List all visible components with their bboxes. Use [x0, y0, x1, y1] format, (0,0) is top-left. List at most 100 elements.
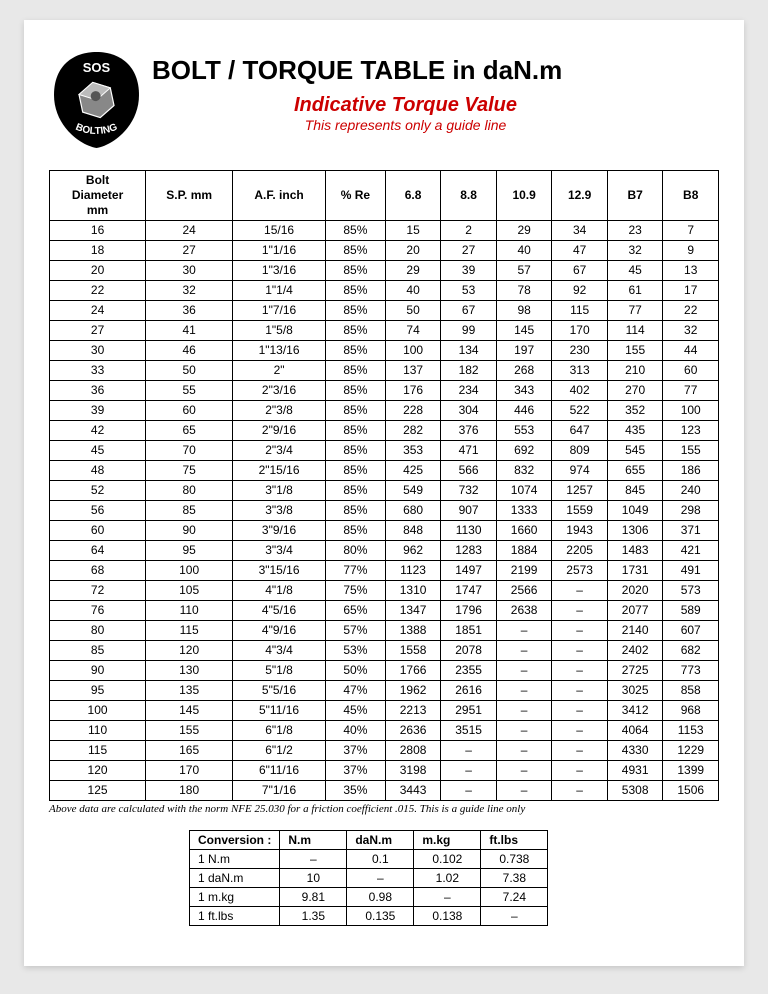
- table-cell: 1497: [441, 561, 497, 581]
- table-cell: 974: [552, 461, 608, 481]
- table-cell: 1483: [607, 541, 663, 561]
- table-cell: 3"3/4: [233, 541, 326, 561]
- table-cell: 1283: [441, 541, 497, 561]
- table-cell: 36: [50, 381, 146, 401]
- table-cell: 115: [146, 621, 233, 641]
- table-cell: 270: [607, 381, 663, 401]
- table-cell: 2: [441, 221, 497, 241]
- table-cell: 2213: [385, 701, 441, 721]
- table-cell: 2402: [607, 641, 663, 661]
- table-cell: 1"1/4: [233, 281, 326, 301]
- table-cell: –: [441, 761, 497, 781]
- table-cell: 27: [441, 241, 497, 261]
- table-cell: 100: [50, 701, 146, 721]
- table-cell: 1306: [607, 521, 663, 541]
- table-cell: 186: [663, 461, 719, 481]
- table-cell: 1851: [441, 621, 497, 641]
- table-cell: 3"1/8: [233, 481, 326, 501]
- table-row: 681003"15/1677%11231497219925731731491: [50, 561, 719, 581]
- table-row: 39602"3/885%228304446522352100: [50, 401, 719, 421]
- table-cell: 85: [50, 641, 146, 661]
- table-cell: 16: [50, 221, 146, 241]
- table-cell: 962: [385, 541, 441, 561]
- table-cell: 2077: [607, 601, 663, 621]
- table-cell: 29: [496, 221, 552, 241]
- table-cell: 2078: [441, 641, 497, 661]
- table-cell: 85%: [325, 301, 385, 321]
- page-title: BOLT / TORQUE TABLE in daN.m: [152, 55, 719, 86]
- table-cell: 85%: [325, 281, 385, 301]
- table-cell: 1766: [385, 661, 441, 681]
- table-cell: 197: [496, 341, 552, 361]
- table-cell: 52: [50, 481, 146, 501]
- table-cell: 240: [663, 481, 719, 501]
- table-cell: 1884: [496, 541, 552, 561]
- table-cell: 77: [663, 381, 719, 401]
- table-cell: 56: [50, 501, 146, 521]
- table-cell: 0.738: [481, 850, 548, 869]
- table-cell: 4"5/16: [233, 601, 326, 621]
- table-cell: 45: [50, 441, 146, 461]
- table-cell: 60: [663, 361, 719, 381]
- table-cell: 1559: [552, 501, 608, 521]
- table-cell: 57: [496, 261, 552, 281]
- table-cell: 858: [663, 681, 719, 701]
- table-cell: 809: [552, 441, 608, 461]
- table-cell: 1"3/16: [233, 261, 326, 281]
- table-cell: 22: [663, 301, 719, 321]
- table-cell: 47: [552, 241, 608, 261]
- table-row: 801154"9/1657%13881851––2140607: [50, 621, 719, 641]
- table-cell: 145: [146, 701, 233, 721]
- table-cell: 165: [146, 741, 233, 761]
- table-cell: 100: [385, 341, 441, 361]
- table-cell: 48: [50, 461, 146, 481]
- table-cell: 75: [146, 461, 233, 481]
- table-cell: 2"3/16: [233, 381, 326, 401]
- table-cell: 40%: [325, 721, 385, 741]
- table-row: 162415/1685%1522934237: [50, 221, 719, 241]
- table-cell: 1049: [607, 501, 663, 521]
- table-cell: 1506: [663, 781, 719, 801]
- table-cell: 32: [663, 321, 719, 341]
- table-cell: 85%: [325, 461, 385, 481]
- table-cell: 53: [441, 281, 497, 301]
- table-cell: 68: [50, 561, 146, 581]
- table-row: 1151656"1/237%2808–––43301229: [50, 741, 719, 761]
- table-cell: 2638: [496, 601, 552, 621]
- table-cell: 298: [663, 501, 719, 521]
- table-cell: 39: [50, 401, 146, 421]
- table-cell: 3025: [607, 681, 663, 701]
- table-cell: 99: [441, 321, 497, 341]
- table-cell: 6"1/8: [233, 721, 326, 741]
- table-cell: 553: [496, 421, 552, 441]
- table-cell: 176: [385, 381, 441, 401]
- table-cell: 1 ft.lbs: [190, 907, 280, 926]
- conversion-table: Conversion :N.mdaN.mm.kgft.lbs 1 N.m–0.1…: [189, 830, 548, 926]
- table-cell: 1347: [385, 601, 441, 621]
- table-cell: 4"9/16: [233, 621, 326, 641]
- table-cell: 85%: [325, 221, 385, 241]
- table-cell: 3"9/16: [233, 521, 326, 541]
- table-cell: –: [552, 781, 608, 801]
- table-cell: 17: [663, 281, 719, 301]
- table-cell: 57%: [325, 621, 385, 641]
- column-header: 10.9: [496, 171, 552, 221]
- svg-text:SOS: SOS: [83, 60, 111, 75]
- table-row: 33502"85%13718226831321060: [50, 361, 719, 381]
- table-cell: 72: [50, 581, 146, 601]
- table-cell: 100: [146, 561, 233, 581]
- table-row: 901305"1/850%17662355––2725773: [50, 661, 719, 681]
- table-cell: 2566: [496, 581, 552, 601]
- table-cell: 85%: [325, 321, 385, 341]
- table-row: 761104"5/1665%134717962638–2077589: [50, 601, 719, 621]
- table-cell: 115: [50, 741, 146, 761]
- table-cell: 85%: [325, 381, 385, 401]
- table-cell: 3443: [385, 781, 441, 801]
- table-row: 45702"3/485%353471692809545155: [50, 441, 719, 461]
- table-cell: 1558: [385, 641, 441, 661]
- table-cell: 425: [385, 461, 441, 481]
- table-cell: 90: [146, 521, 233, 541]
- table-row: 64953"3/480%9621283188422051483421: [50, 541, 719, 561]
- table-cell: 27: [50, 321, 146, 341]
- table-cell: 98: [496, 301, 552, 321]
